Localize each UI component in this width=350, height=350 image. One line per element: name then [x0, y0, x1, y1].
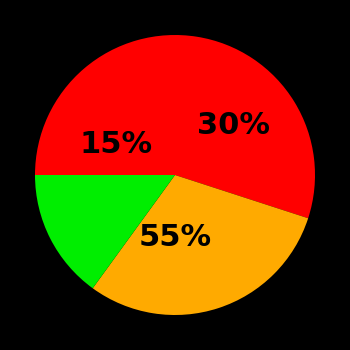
- Text: 15%: 15%: [80, 130, 153, 159]
- Wedge shape: [35, 35, 315, 218]
- Text: 55%: 55%: [139, 224, 211, 252]
- Wedge shape: [93, 175, 308, 315]
- Text: 30%: 30%: [197, 112, 270, 140]
- Wedge shape: [35, 175, 175, 288]
